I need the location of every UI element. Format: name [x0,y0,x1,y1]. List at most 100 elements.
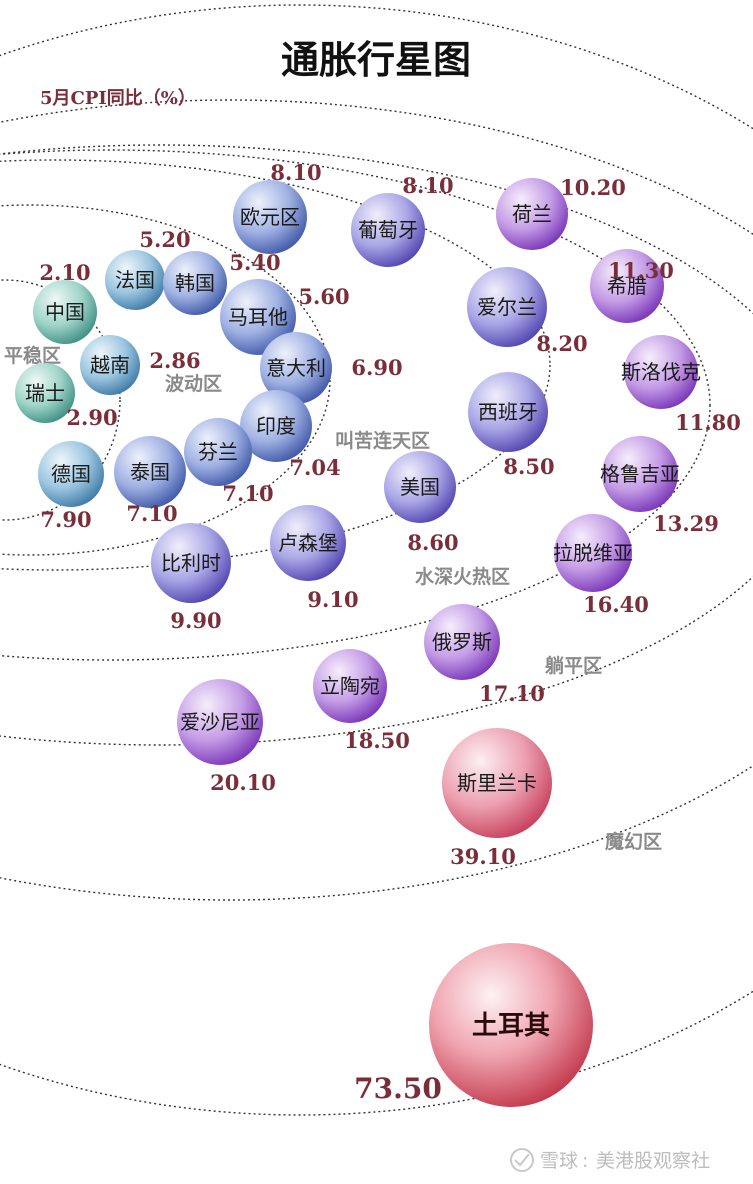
planet-bubble [384,451,456,523]
planet-11: 德国 7.90 [38,441,104,532]
planet-bubble [554,514,632,592]
planet-cpi-value: 17.10 [479,681,545,706]
planet-cpi-value: 73.50 [354,1072,442,1105]
orbit-ring-2 [0,204,331,556]
zone-label-suffering: 叫苦连天区 [335,429,430,452]
planet-country-label: 马耳他 [228,305,288,329]
planet-bubble [151,523,231,603]
planet-country-label: 越南 [90,353,130,377]
watermark-brand: 雪球 [540,1150,578,1172]
planet-13: 爱尔兰 8.20 [467,267,588,356]
planet-country-label: 法国 [115,268,155,292]
planet-5: 欧元区 8.10 [233,160,322,254]
planet-country-label: 卢森堡 [278,531,338,555]
planet-cpi-value: 9.10 [307,587,358,612]
planet-bubble [38,441,104,507]
planet-bubble [15,363,75,423]
orbit-ring-7 [0,4,753,1116]
planet-4: 韩国 5.40 [163,250,281,315]
watermark-separator: : [582,1150,588,1172]
planet-bubble [351,193,425,267]
planet-15: 美国 8.60 [384,451,459,555]
planet-country-label: 斯洛伐克 [621,360,701,384]
planet-24: 立陶宛 18.50 [313,649,410,753]
planet-cpi-value: 5.40 [229,250,280,275]
orbits [0,4,753,1116]
planet-country-label: 立陶宛 [320,674,380,698]
planet-25: 爱沙尼亚 20.10 [177,679,276,795]
planet-cpi-value: 11.30 [608,258,674,283]
planet-cpi-value: 5.20 [139,227,190,252]
planet-8: 印度 7.04 [240,390,341,480]
planet-country-label: 爱沙尼亚 [180,710,260,734]
planet-country-label: 荷兰 [512,202,552,226]
planet-country-label: 韩国 [175,271,215,295]
planet-cpi-value: 7.10 [126,501,177,526]
planet-bubble [33,280,97,344]
planet-cpi-value: 8.60 [407,530,458,555]
planet-21: 格鲁吉亚 13.29 [600,436,719,536]
planet-cpi-value: 2.10 [39,260,90,285]
planet-cpi-value: 16.40 [583,592,649,617]
planet-bubble [233,180,307,254]
watermark-account: 美港股观察社 [596,1150,710,1172]
planet-country-label: 泰国 [130,460,170,484]
planet-bubble [240,390,312,462]
planet-12: 葡萄牙 8.10 [351,173,454,267]
planet-9: 芬兰 7.10 [184,418,274,506]
planet-bubble [313,649,387,723]
planet-cpi-value: 18.50 [344,728,410,753]
planet-16: 卢森堡 9.10 [270,505,359,612]
planet-cpi-value: 13.29 [653,511,719,536]
snowball-logo-icon [510,1148,534,1172]
planet-cpi-value: 11.80 [675,410,741,435]
planet-bubble [270,505,346,581]
planet-country-label: 西班牙 [478,400,538,424]
planet-3: 法国 5.20 [105,227,191,310]
planet-cpi-value: 10.20 [560,175,626,200]
planet-bubble [114,436,186,508]
planet-cpi-value: 20.10 [210,770,276,795]
planet-22: 拉脱维亚 16.40 [553,514,649,617]
planet-18: 荷兰 10.20 [496,175,626,250]
planet-cpi-value: 8.10 [270,160,321,185]
planet-bubble [624,335,698,409]
orbit-ring-1 [0,279,121,521]
planet-cpi-value: 2.90 [66,405,117,430]
planet-27: 土耳其 73.50 [354,943,593,1107]
planet-bubble [442,728,552,838]
planet-country-label: 爱尔兰 [477,295,537,319]
planet-bubble [467,267,547,347]
planet-1: 瑞士2.90 [15,363,118,430]
planet-country-label: 印度 [256,414,296,438]
zone-label-magic: 魔幻区 [605,830,662,853]
planet-bubble [424,604,500,680]
planet-country-label: 欧元区 [240,205,300,229]
planet-cpi-value: 7.04 [289,455,340,480]
zone-label-volatile: 波动区 [165,372,222,395]
planet-cpi-value: 39.10 [450,844,516,869]
planet-bubble [163,251,227,315]
planet-23: 俄罗斯 17.10 [424,604,545,706]
planet-10: 泰国 7.10 [114,436,186,526]
planet-country-label: 葡萄牙 [358,218,418,242]
planet-bubble [602,436,678,512]
planet-bubble [105,250,165,310]
planet-country-label: 意大利 [266,356,326,380]
zone-labels: 平稳区 波动区 叫苦连天区 水深火热区 躺平区 魔幻区 [4,344,662,853]
planet-2: 越南 2.86 [80,335,201,395]
planet-country-label: 斯里兰卡 [457,771,537,795]
planet-bubble [220,279,296,355]
planet-cpi-value: 5.60 [298,284,349,309]
planet-0: 中国 2.10 [33,260,97,344]
planet-country-label: 土耳其 [472,1011,550,1041]
planet-country-label: 拉脱维亚 [553,541,633,565]
watermark: 雪球 : 美港股观察社 [510,1148,710,1172]
orbit-ring-3 [0,159,551,571]
planet-bubble [429,943,593,1107]
planet-bubble [496,178,568,250]
planet-country-label: 俄罗斯 [432,630,492,654]
